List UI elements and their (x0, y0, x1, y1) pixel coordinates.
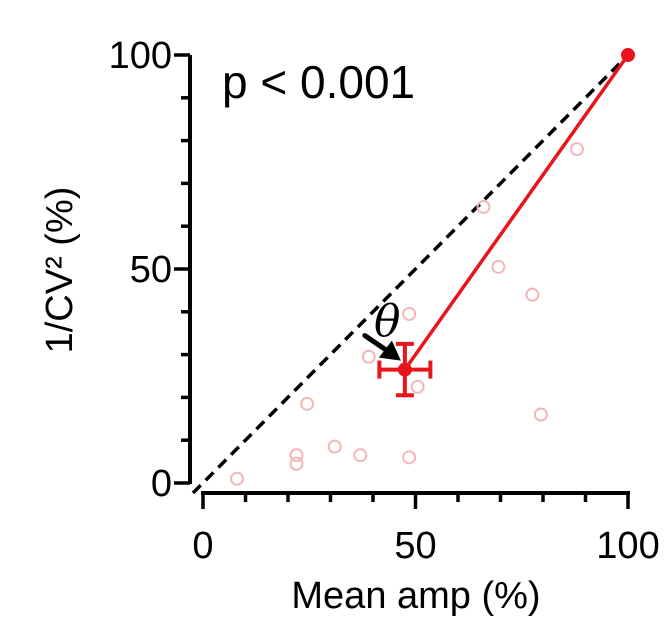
individual-data-point (525, 287, 540, 302)
individual-data-point (570, 142, 584, 157)
x-tick-label: 0 (192, 525, 213, 567)
individual-data-point (230, 471, 244, 486)
individual-data-point (289, 456, 304, 471)
individual-data-point (533, 407, 548, 422)
p-value-annotation: p < 0.001 (222, 56, 415, 108)
mean-point-group (377, 48, 635, 398)
individual-data-point (353, 448, 368, 463)
x-tick-label: 100 (596, 525, 659, 567)
identity-line (191, 53, 630, 495)
x-axis-title: Mean amp (%) (291, 575, 540, 617)
y-tick-label: 50 (130, 249, 172, 291)
mean-data-point (397, 362, 412, 377)
individual-data-point (402, 306, 417, 321)
individual-data-point (289, 448, 304, 463)
y-tick-label: 100 (109, 35, 172, 77)
identity-line-group (191, 53, 630, 495)
individual-points-group (230, 142, 584, 486)
y-tick-label: 0 (151, 463, 172, 505)
theta-label: θ (374, 296, 401, 347)
individual-data-point (300, 396, 315, 411)
axes: 0 50 100 0 50 100 (109, 35, 660, 567)
theta-arrow-group (362, 333, 401, 361)
x-tick-label: 50 (394, 525, 436, 567)
individual-data-point (476, 199, 491, 214)
y-axis-title: 1/CV² (%) (39, 187, 81, 354)
individual-data-point (491, 259, 506, 274)
mean-to-reference-line (403, 53, 630, 371)
individual-data-point (361, 349, 376, 364)
individual-data-point (327, 439, 342, 454)
reference-data-point (621, 48, 635, 62)
individual-data-point (410, 379, 425, 394)
individual-data-point (402, 450, 417, 465)
arrow-head (378, 340, 401, 361)
